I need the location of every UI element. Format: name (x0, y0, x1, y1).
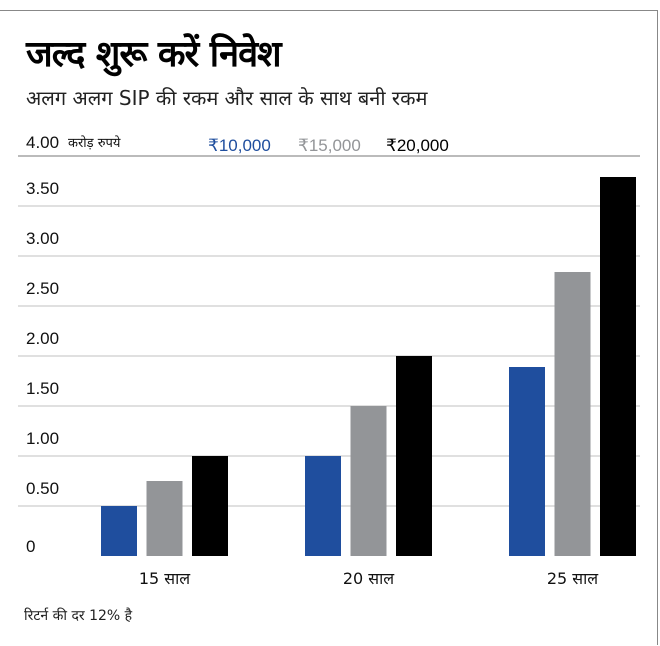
y-tick-label: 1.50 (26, 379, 59, 398)
bar (509, 367, 545, 556)
bar (101, 506, 137, 556)
bar (146, 481, 183, 556)
x-category-label: 20 साल (343, 569, 395, 588)
x-category-label: 25 साल (547, 569, 599, 588)
footnote: रिटर्न की दर 12% है (24, 608, 133, 624)
y-tick-label: 1.00 (26, 429, 59, 448)
legend-item: ₹20,000 (386, 136, 449, 155)
bar (350, 406, 387, 556)
bar (554, 272, 591, 556)
bar (396, 356, 432, 556)
chart-title: जल्द शुरू करें निवेश (26, 34, 282, 75)
y-tick-label: 3.00 (26, 229, 59, 248)
x-category-label: 15 साल (139, 569, 191, 588)
y-tick-label: 2.50 (26, 279, 59, 298)
chart-subtitle: अलग अलग SIP की रकम और साल के साथ बनी रकम (26, 86, 428, 110)
y-tick-label: 0.50 (26, 479, 59, 498)
y-tick-label: 0 (26, 537, 35, 556)
y-tick-label: 3.50 (26, 179, 59, 198)
bar (192, 456, 228, 556)
legend-item: ₹10,000 (208, 136, 271, 155)
bar (305, 456, 341, 556)
bar (600, 177, 636, 556)
y-tick-label: 4.00 (26, 133, 59, 152)
y-tick-label: 2.00 (26, 329, 59, 348)
legend-item: ₹15,000 (298, 136, 361, 155)
chart-frame (0, 10, 658, 645)
y-axis-unit: करोड़ रुपये (68, 135, 121, 151)
